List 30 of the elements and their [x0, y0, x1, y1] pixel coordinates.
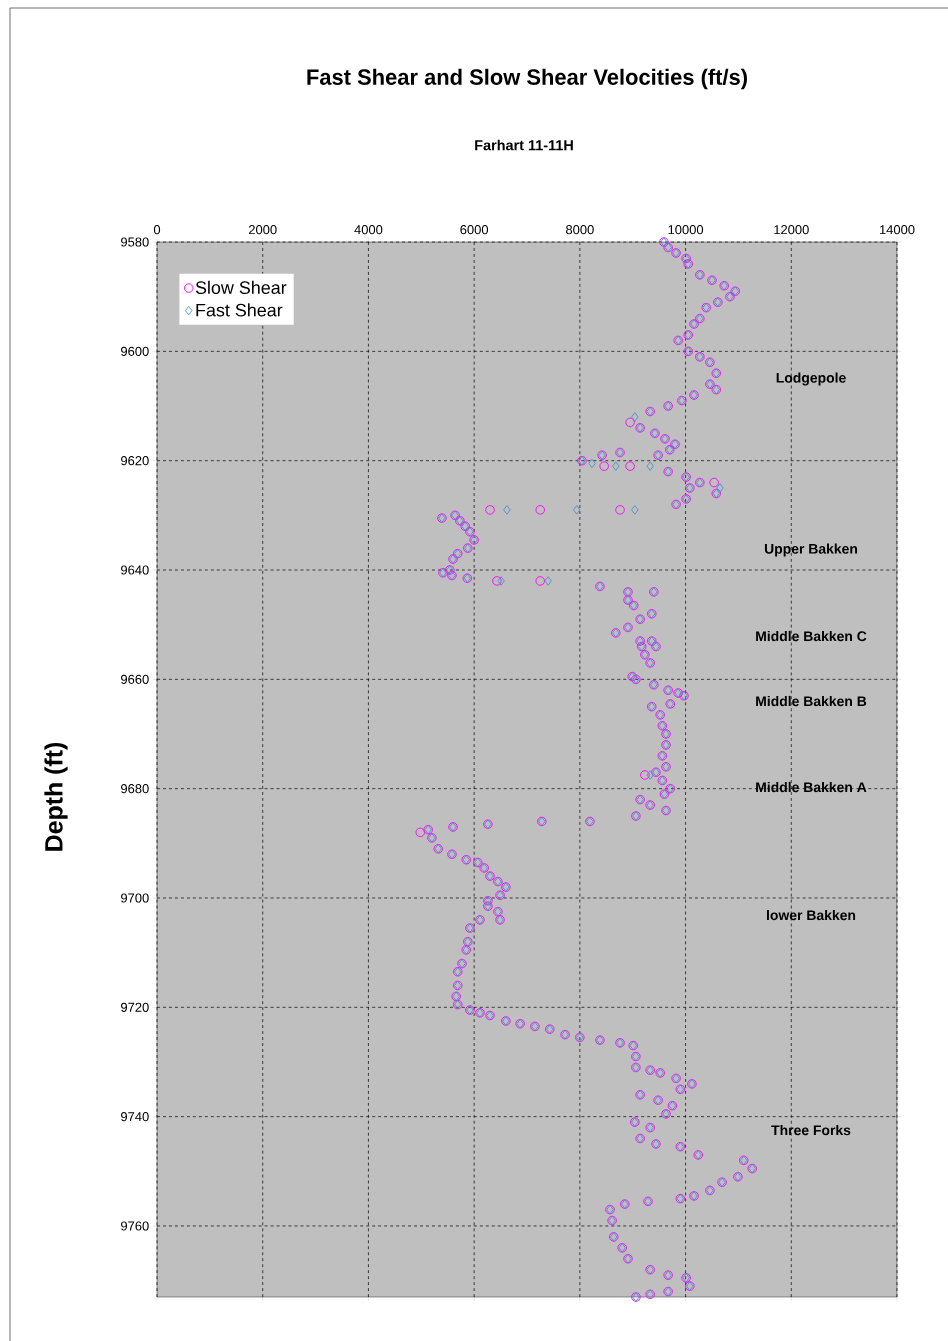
- y-tick-label: 9620: [121, 456, 149, 466]
- y-tick-label: 9720: [121, 1002, 149, 1012]
- annotation: Middle Bakken B: [756, 695, 867, 707]
- y-tick-label: 9600: [121, 346, 149, 356]
- y-tick-label: 9640: [121, 565, 149, 575]
- chart-title: Fast Shear and Slow Shear Velocities (ft/s): [307, 68, 747, 90]
- x-tick-label: 12000: [774, 225, 809, 235]
- legend-label: Slow Shear: [195, 280, 287, 295]
- y-tick-label: 9760: [121, 1221, 149, 1231]
- y-tick-label: 9680: [121, 784, 149, 794]
- annotation: Lodgepole: [776, 372, 846, 386]
- y-tick-label: 9580: [121, 237, 149, 247]
- x-tick-label: 6000: [460, 225, 489, 235]
- chart-subtitle: Farhart 11-11H: [475, 139, 573, 151]
- legend-label: Fast Shear: [196, 303, 283, 317]
- y-tick-label: 9740: [121, 1112, 149, 1122]
- x-tick-label: 14000: [879, 225, 915, 235]
- annotation: lower Bakken: [767, 909, 856, 921]
- annotation: Middle Bakken A: [756, 781, 867, 793]
- y-axis-title: Depth (ft): [44, 742, 68, 851]
- x-tick-label: 10000: [668, 225, 704, 235]
- x-tick-label: 0: [153, 225, 161, 235]
- annotation: Upper Bakken: [764, 543, 858, 557]
- y-tick-label: 9660: [121, 674, 149, 684]
- x-tick-label: 4000: [354, 225, 383, 235]
- x-tick-label: 2000: [248, 225, 277, 235]
- x-tick-label: 8000: [566, 225, 594, 235]
- annotation: Three Forks: [771, 1124, 851, 1136]
- y-tick-label: 9700: [121, 893, 149, 903]
- annotation: Middle Bakken C: [756, 630, 867, 642]
